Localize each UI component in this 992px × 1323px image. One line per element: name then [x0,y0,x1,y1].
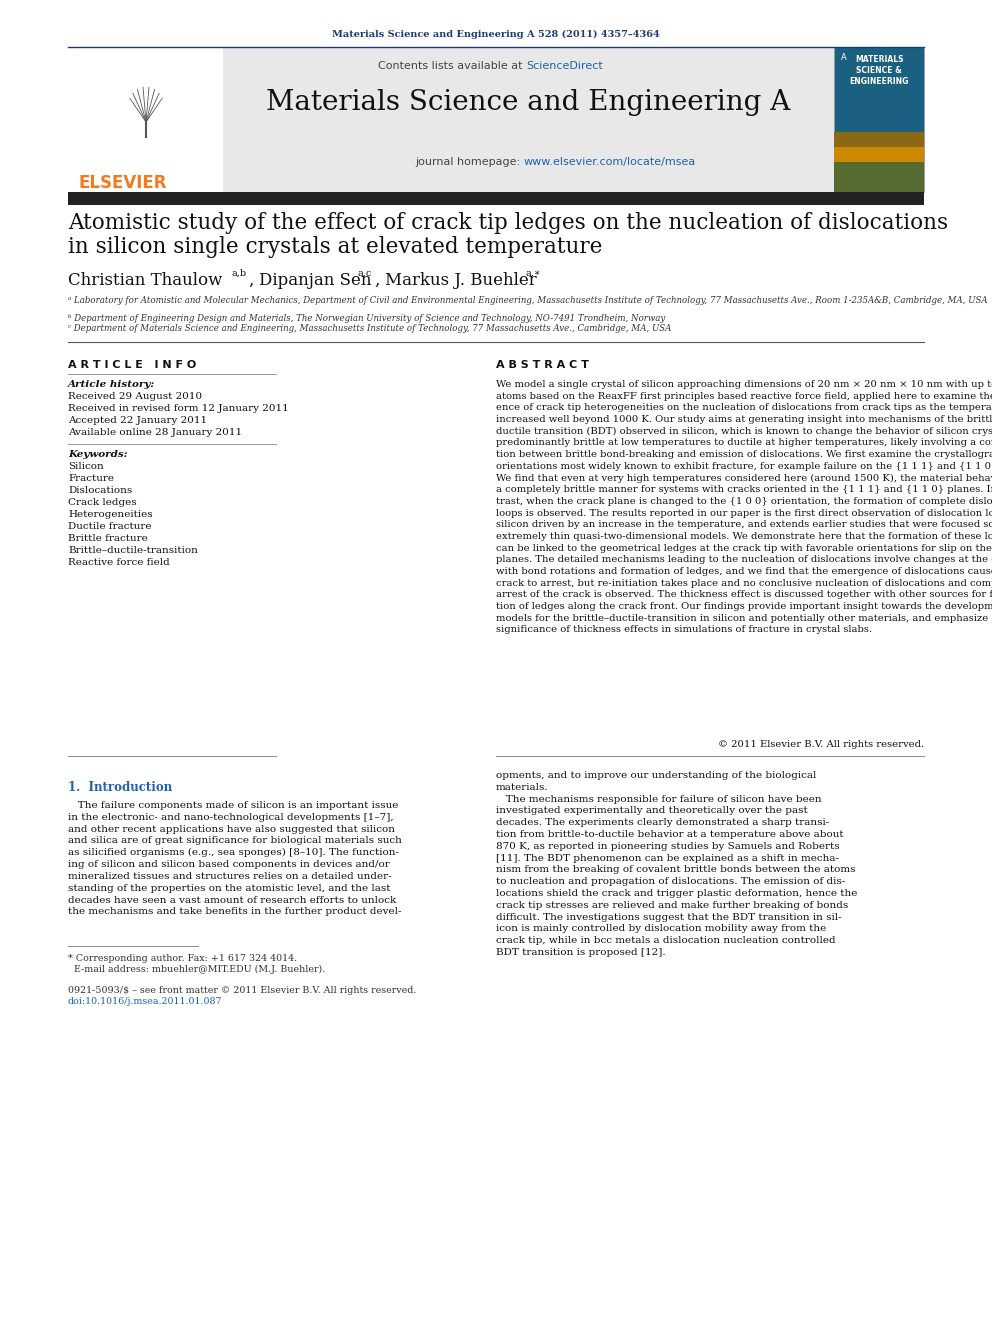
Text: in silicon single crystals at elevated temperature: in silicon single crystals at elevated t… [68,235,602,258]
Text: opments, and to improve our understanding of the biological
materials.
   The me: opments, and to improve our understandin… [496,771,857,957]
Text: Accepted 22 January 2011: Accepted 22 January 2011 [68,415,207,425]
Text: ᶜ Department of Materials Science and Engineering, Massachusetts Institute of Te: ᶜ Department of Materials Science and En… [68,324,672,333]
Bar [834,132,924,147]
Text: ᵇ Department of Engineering Design and Materials, The Norwegian University of Sc: ᵇ Department of Engineering Design and M… [68,314,666,323]
Bar [68,48,223,192]
Text: Brittle fracture: Brittle fracture [68,534,148,542]
Text: Brittle–ductile-transition: Brittle–ductile-transition [68,546,197,556]
Text: Markus J. Buehler: Markus J. Buehler [385,273,537,288]
Bar [834,161,924,192]
Text: a,c: a,c [357,269,371,278]
Text: journal homepage:: journal homepage: [415,157,524,167]
Text: Crack ledges: Crack ledges [68,497,137,507]
Text: © 2011 Elsevier B.V. All rights reserved.: © 2011 Elsevier B.V. All rights reserved… [718,740,924,749]
Text: Atomistic study of the effect of crack tip ledges on the nucleation of dislocati: Atomistic study of the effect of crack t… [68,212,948,234]
Text: The failure components made of silicon is an important issue
in the electronic- : The failure components made of silicon i… [68,800,402,917]
Bar [834,147,924,161]
Text: Reactive force field: Reactive force field [68,558,170,568]
Bar [834,48,924,192]
Text: Received 29 August 2010: Received 29 August 2010 [68,392,202,401]
Text: a,b: a,b [231,269,246,278]
Text: Dipanjan Sen: Dipanjan Sen [259,273,371,288]
Text: ,: , [375,273,386,288]
Text: Available online 28 January 2011: Available online 28 January 2011 [68,429,242,437]
Text: ,: , [249,273,260,288]
Text: doi:10.1016/j.msea.2011.01.087: doi:10.1016/j.msea.2011.01.087 [68,998,222,1005]
Text: Christian Thaulow: Christian Thaulow [68,273,222,288]
Text: www.elsevier.com/locate/msea: www.elsevier.com/locate/msea [524,157,695,167]
Text: A B S T R A C T: A B S T R A C T [496,360,589,370]
Text: E-mail address: mbuehler@MIT.EDU (M.J. Buehler).: E-mail address: mbuehler@MIT.EDU (M.J. B… [68,964,325,974]
Text: 1.  Introduction: 1. Introduction [68,781,173,794]
Text: We model a single crystal of silicon approaching dimensions of 20 nm × 20 nm × 1: We model a single crystal of silicon app… [496,380,992,634]
Text: Silicon: Silicon [68,462,104,471]
Text: Fracture: Fracture [68,474,114,483]
Bar [68,192,924,205]
Text: a,∗: a,∗ [525,269,541,278]
Text: Contents lists available at: Contents lists available at [379,61,527,71]
Text: Dislocations: Dislocations [68,486,132,495]
Text: Heterogeneities: Heterogeneities [68,509,153,519]
Text: A R T I C L E   I N F O: A R T I C L E I N F O [68,360,196,370]
Text: Keywords:: Keywords: [68,450,128,459]
Text: 0921-5093/$ – see front matter © 2011 Elsevier B.V. All rights reserved.: 0921-5093/$ – see front matter © 2011 El… [68,986,417,995]
Text: ELSEVIER: ELSEVIER [78,175,167,192]
Text: ScienceDirect: ScienceDirect [527,61,603,71]
Text: MATERIALS
SCIENCE &
ENGINEERING: MATERIALS SCIENCE & ENGINEERING [849,56,909,86]
Bar [223,48,834,192]
Text: Received in revised form 12 January 2011: Received in revised form 12 January 2011 [68,404,289,413]
Text: A: A [841,53,847,62]
Text: * Corresponding author. Fax: +1 617 324 4014.: * Corresponding author. Fax: +1 617 324 … [68,954,298,963]
Text: Article history:: Article history: [68,380,156,389]
Text: Materials Science and Engineering A: Materials Science and Engineering A [266,89,791,116]
Text: ᵃ Laboratory for Atomistic and Molecular Mechanics, Department of Civil and Envi: ᵃ Laboratory for Atomistic and Molecular… [68,296,988,306]
Text: Materials Science and Engineering A 528 (2011) 4357–4364: Materials Science and Engineering A 528 … [332,30,660,40]
Text: Ductile fracture: Ductile fracture [68,523,152,531]
